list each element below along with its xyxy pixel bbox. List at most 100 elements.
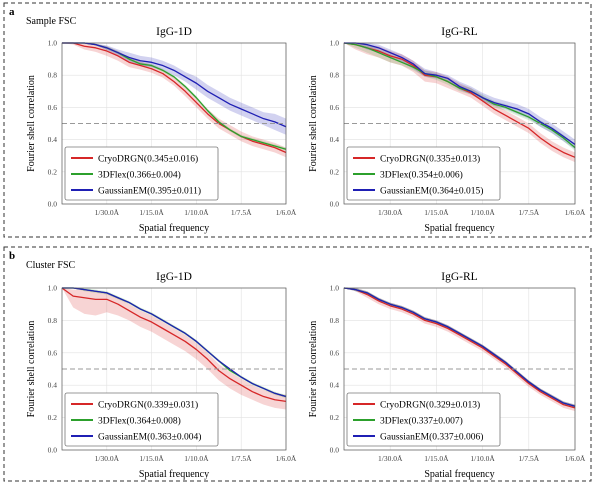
y-tick-label: 0.6 bbox=[48, 348, 58, 357]
legend-box bbox=[346, 146, 501, 201]
x-tick-label: 1/7.5Å bbox=[231, 454, 252, 463]
panel-a-letter: a bbox=[9, 6, 15, 18]
x-tick-label: 1/30.0Å bbox=[378, 454, 403, 463]
legend: CryoDRGN(0.345±0.016) 3DFlex(0.366±0.004)… bbox=[64, 146, 219, 201]
y-axis-label: Fourier shell correlation bbox=[308, 321, 319, 418]
panel-a-border bbox=[3, 2, 592, 238]
x-axis-label: Spatial frequency bbox=[424, 223, 494, 234]
y-tick-label: 1.0 bbox=[330, 284, 340, 293]
legend: CryoDRGN(0.339±0.031) 3DFlex(0.364±0.008)… bbox=[64, 392, 219, 447]
legend-label-cryodrgn: CryoDRGN(0.345±0.016) bbox=[98, 154, 198, 165]
x-tick-label: 1/10.0Å bbox=[184, 208, 209, 217]
y-tick-label: 0.4 bbox=[48, 135, 58, 144]
series-line-3dflex bbox=[62, 42, 287, 150]
y-axis-label: Fourier shell correlation bbox=[26, 75, 37, 172]
series-line-cryodrgn bbox=[343, 287, 576, 409]
legend-box bbox=[346, 392, 501, 447]
legend-label-gaussianem: GaussianEM(0.364±0.015) bbox=[380, 186, 483, 197]
legend-box bbox=[64, 146, 219, 201]
series-line-gaussianem bbox=[62, 287, 287, 398]
series-line-3dflex bbox=[343, 42, 576, 149]
plot-area-frame bbox=[61, 287, 287, 451]
y-tick-label: 0.2 bbox=[330, 167, 340, 176]
plot-area-frame bbox=[61, 42, 287, 205]
x-tick-label: 1/15.0Å bbox=[139, 454, 164, 463]
y-tick-label: 0.8 bbox=[330, 71, 340, 80]
y-tick-label: 0.6 bbox=[48, 103, 58, 112]
chart-title: IgG-1D bbox=[156, 26, 192, 38]
x-axis-label: Spatial frequency bbox=[424, 469, 494, 480]
legend-label-3dflex: 3DFlex(0.337±0.007) bbox=[380, 416, 463, 427]
legend: CryoDRGN(0.335±0.013) 3DFlex(0.354±0.006)… bbox=[346, 146, 501, 201]
y-tick-label: 1.0 bbox=[48, 39, 58, 48]
chart-title: IgG-1D bbox=[156, 271, 192, 283]
series-line-cryodrgn bbox=[62, 42, 287, 154]
x-tick-label: 1/6.0Å bbox=[276, 208, 297, 217]
legend-label-cryodrgn: CryoDRGN(0.339±0.031) bbox=[98, 400, 198, 411]
y-tick-label: 0.4 bbox=[330, 381, 340, 390]
y-tick-label: 0.6 bbox=[330, 103, 340, 112]
confidence-band-3dflex bbox=[62, 43, 286, 151]
chart-sample-igg-1d: IgG-1D 0.0 0.2 0.4 0.6 0.8 1.0 1/30.0Å 1/15.0Å 1/… bbox=[26, 26, 297, 234]
confidence-band-gaussianem bbox=[62, 43, 286, 135]
panel-b-letter: b bbox=[9, 250, 15, 262]
plot-area-frame bbox=[343, 42, 576, 205]
y-tick-label: 0.0 bbox=[48, 446, 58, 455]
panel-b-caption: Cluster FSC bbox=[26, 260, 76, 271]
y-tick-label: 0.0 bbox=[330, 446, 340, 455]
legend-label-cryodrgn: CryoDRGN(0.335±0.013) bbox=[380, 154, 480, 165]
legend-label-3dflex: 3DFlex(0.366±0.004) bbox=[98, 170, 181, 181]
legend-label-3dflex: 3DFlex(0.354±0.006) bbox=[380, 170, 463, 181]
confidence-band-cryodrgn bbox=[62, 43, 286, 158]
chart-title: IgG-RL bbox=[441, 271, 477, 283]
series-line-gaussianem bbox=[344, 42, 576, 145]
y-tick-label: 0.8 bbox=[48, 316, 58, 325]
x-axis-label: Spatial frequency bbox=[139, 223, 209, 234]
y-tick-label: 0.0 bbox=[330, 200, 340, 209]
x-tick-label: 1/7.5Å bbox=[231, 208, 252, 217]
y-tick-label: 0.4 bbox=[330, 135, 340, 144]
y-tick-label: 0.6 bbox=[330, 348, 340, 357]
legend-box bbox=[64, 392, 219, 447]
panel-b-border bbox=[3, 246, 592, 482]
x-tick-label: 1/6.0Å bbox=[565, 454, 586, 463]
legend-label-3dflex: 3DFlex(0.364±0.008) bbox=[98, 416, 181, 427]
x-tick-label: 1/30.0Å bbox=[95, 454, 120, 463]
y-tick-label: 0.4 bbox=[48, 381, 58, 390]
x-tick-label: 1/10.0Å bbox=[184, 454, 209, 463]
y-tick-label: 0.2 bbox=[48, 413, 58, 422]
x-tick-label: 1/6.0Å bbox=[565, 208, 586, 217]
y-axis-label: Fourier shell correlation bbox=[308, 75, 319, 172]
x-axis-label: Spatial frequency bbox=[139, 469, 209, 480]
chart-title: IgG-RL bbox=[441, 26, 477, 38]
plot-area-frame bbox=[343, 287, 576, 451]
y-axis-label: Fourier shell correlation bbox=[26, 321, 37, 418]
y-tick-label: 1.0 bbox=[48, 284, 58, 293]
y-tick-label: 0.2 bbox=[330, 413, 340, 422]
x-tick-label: 1/7.5Å bbox=[518, 454, 539, 463]
chart-cluster-igg-rl: IgG-RL 0.0 0.2 0.4 0.6 0.8 1.0 1/30.0Å 1/15.0Å 1/… bbox=[308, 271, 586, 480]
legend: CryoDRGN(0.329±0.013) 3DFlex(0.337±0.007)… bbox=[346, 392, 501, 447]
y-tick-label: 0.0 bbox=[48, 200, 58, 209]
panel-a-caption: Sample FSC bbox=[26, 16, 77, 27]
series-line-cryodrgn bbox=[61, 287, 287, 403]
legend-label-gaussianem: GaussianEM(0.337±0.006) bbox=[380, 432, 483, 443]
y-tick-label: 0.8 bbox=[48, 71, 58, 80]
y-tick-label: 0.8 bbox=[330, 316, 340, 325]
y-tick-label: 1.0 bbox=[330, 39, 340, 48]
chart-cluster-igg-1d: IgG-1D 0.0 0.2 0.4 0.6 0.8 1.0 1/30.0Å 1/15.0Å 1/… bbox=[26, 271, 297, 480]
x-tick-label: 1/30.0Å bbox=[378, 208, 403, 217]
chart-sample-igg-rl: IgG-RL 0.0 0.2 0.4 0.6 0.8 1.0 1/30.0Å 1/15.0Å 1/… bbox=[308, 26, 586, 234]
x-tick-label: 1/6.0Å bbox=[276, 454, 297, 463]
x-tick-label: 1/30.0Å bbox=[95, 208, 120, 217]
x-tick-label: 1/15.0Å bbox=[139, 208, 164, 217]
legend-label-cryodrgn: CryoDRGN(0.329±0.013) bbox=[380, 400, 480, 411]
legend-label-gaussianem: GaussianEM(0.395±0.011) bbox=[98, 186, 201, 197]
confidence-band-cryodrgn bbox=[344, 43, 575, 163]
x-tick-label: 1/10.0Å bbox=[470, 208, 495, 217]
x-tick-label: 1/15.0Å bbox=[424, 208, 449, 217]
y-tick-label: 0.2 bbox=[48, 167, 58, 176]
series-line-gaussianem bbox=[62, 42, 287, 128]
x-tick-label: 1/7.5Å bbox=[518, 208, 539, 217]
